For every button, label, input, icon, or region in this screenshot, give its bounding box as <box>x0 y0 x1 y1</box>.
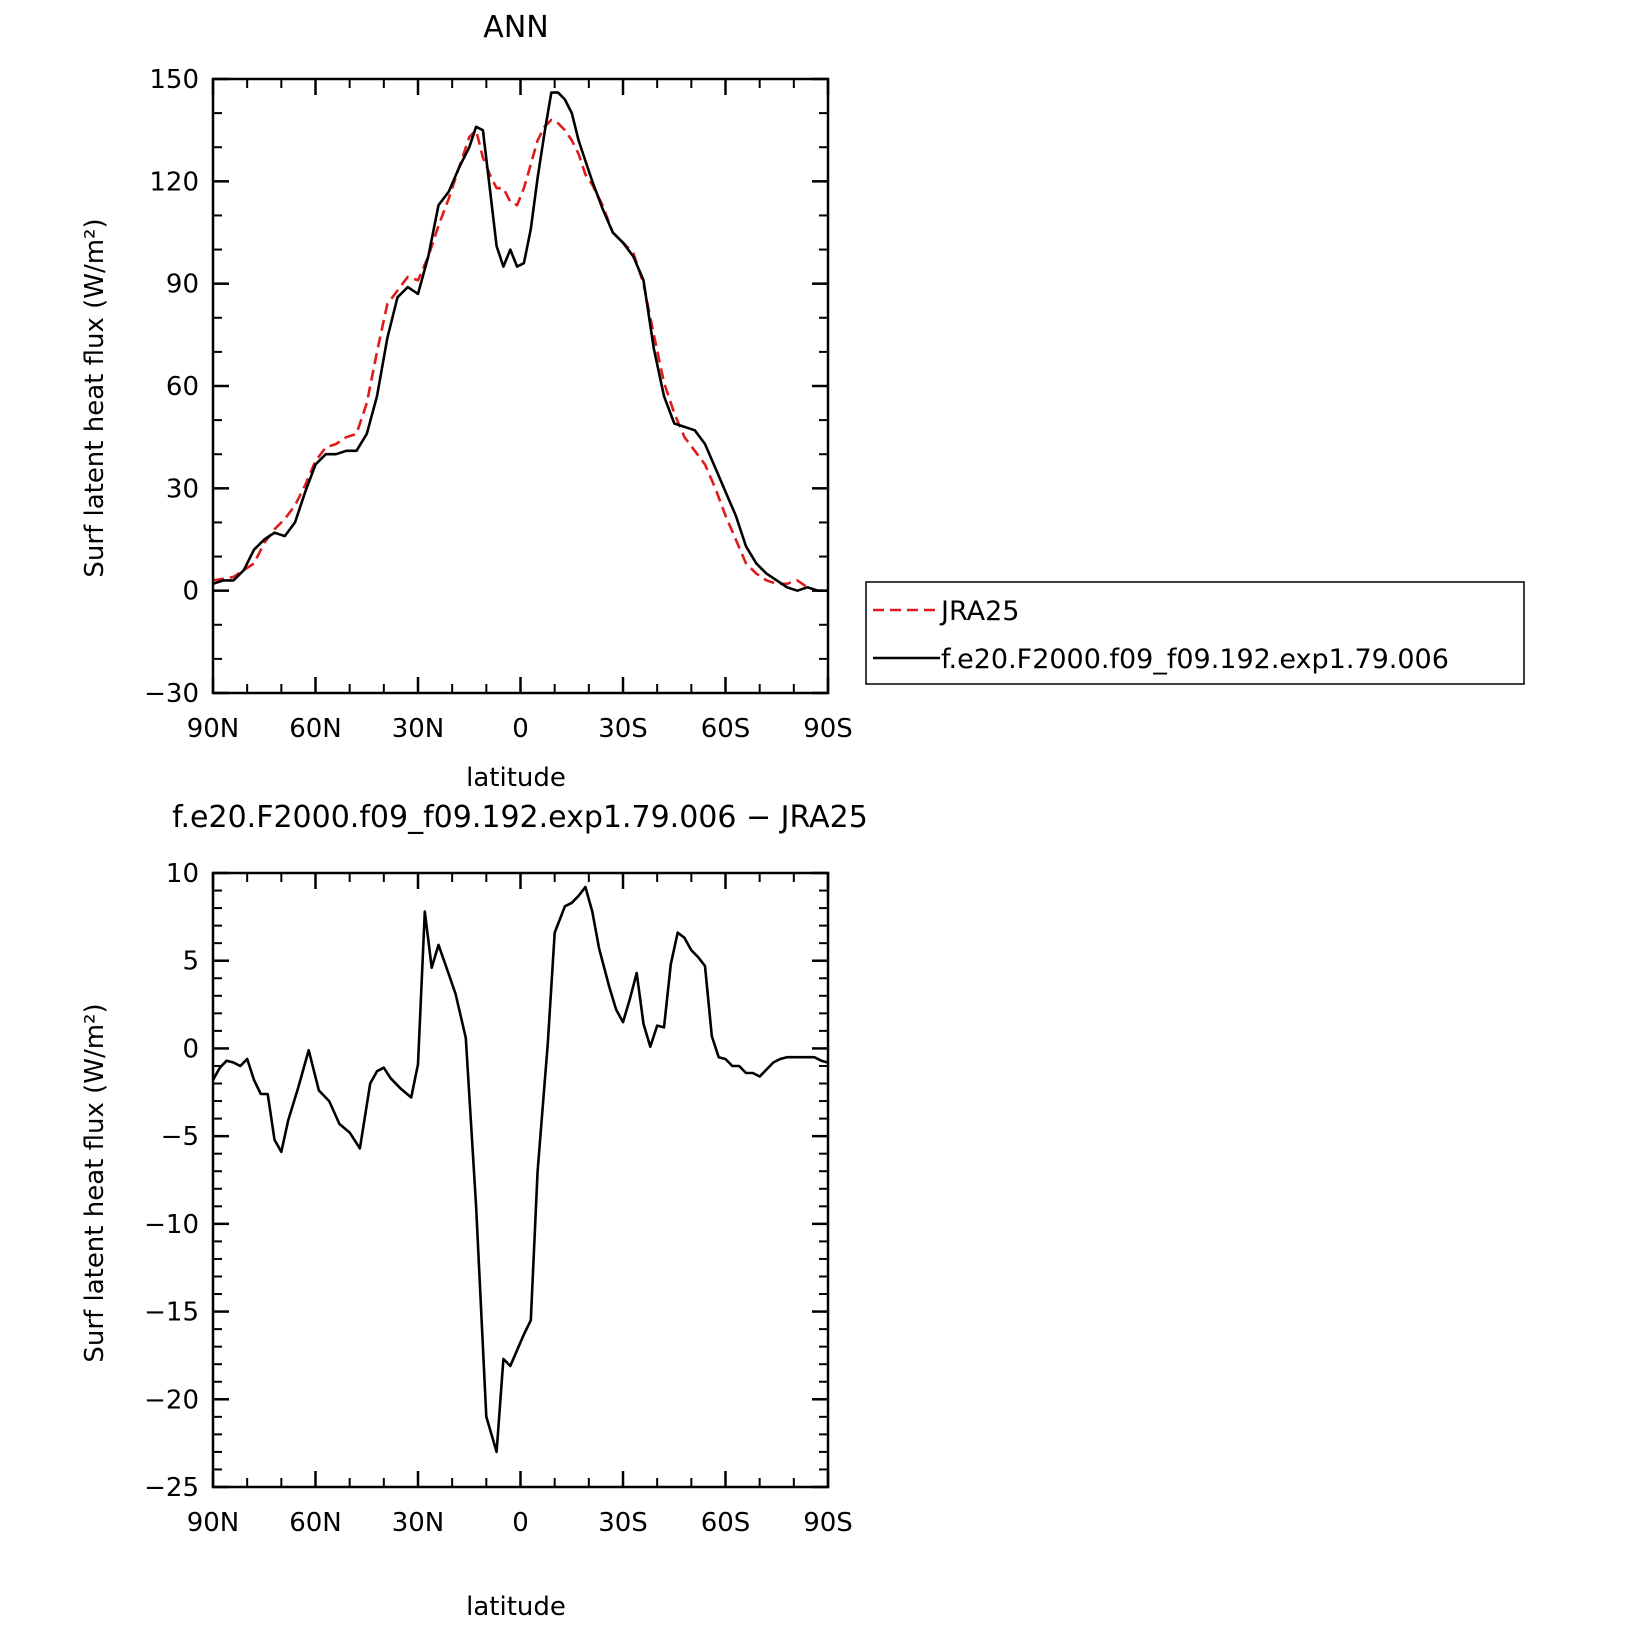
top-chart-series-jra25-line <box>212 118 828 593</box>
legend-label-jra25: JRA25 <box>939 596 1019 627</box>
bottom-chart: f.e20.F2000.f09_f09.192.exp1.79.006 − JR… <box>80 800 868 1622</box>
bottom-chart-xtick-label: 90S <box>803 1508 853 1538</box>
bottom-chart-xtick-label: 60S <box>701 1508 751 1538</box>
bottom-chart-ytick-label: 0 <box>182 1034 199 1064</box>
top-chart-y-axis-title: Surf latent heat flux (W/m²) <box>80 218 110 577</box>
bottom-chart-series-model-line <box>211 885 829 1454</box>
top-chart-xtick-label: 0 <box>512 714 529 744</box>
top-chart-xtick-label: 60N <box>289 714 342 744</box>
bottom-chart-ytick-label: 10 <box>166 859 199 889</box>
top-chart-ytick-label: 0 <box>182 577 199 607</box>
bottom-chart-ytick-label: −15 <box>144 1298 199 1328</box>
bottom-chart-xtick-label: 90N <box>187 1508 240 1538</box>
top-chart-series-model-line <box>212 91 828 593</box>
top-chart-x-axis-title: latitude <box>466 763 566 793</box>
bottom-chart-xtick-label: 60N <box>289 1508 342 1538</box>
top-chart-ytick-label: 150 <box>149 65 199 95</box>
top-chart-ticks: −30 0 30 60 90 120 150 90N 60N 30N 0 30S 60S 90S <box>144 65 853 744</box>
legend: JRA25 f.e20.F2000.f09_f09.192.exp1.79.00… <box>865 581 1525 685</box>
bottom-chart-xtick-label: 0 <box>512 1508 529 1538</box>
bottom-chart-ticks: −25 −20 −15 −10 −5 0 5 10 90N 60N 30N 0 30S 60S 90S <box>144 859 853 1538</box>
bottom-chart-ytick-label: 5 <box>182 947 199 977</box>
top-chart-series-layer <box>212 91 828 593</box>
top-chart-title: ANN <box>483 10 548 45</box>
bottom-chart-ytick-label: −10 <box>144 1210 199 1240</box>
bottom-chart-xtick-label: 30N <box>392 1508 445 1538</box>
bottom-chart-series-layer <box>211 885 829 1454</box>
bottom-chart-ytick-label: −5 <box>161 1122 199 1152</box>
bottom-chart-title: f.e20.F2000.f09_f09.192.exp1.79.006 − JR… <box>172 800 868 835</box>
top-chart-ytick-label: 120 <box>149 167 199 197</box>
legend-label-model: f.e20.F2000.f09_f09.192.exp1.79.006 <box>941 644 1449 675</box>
bottom-chart-ytick-label: −20 <box>144 1385 199 1415</box>
bottom-chart-xtick-label: 30S <box>598 1508 648 1538</box>
top-chart-xtick-label: 90N <box>187 714 240 744</box>
bottom-chart-y-axis-title: Surf latent heat flux (W/m²) <box>80 1003 110 1362</box>
bottom-chart-frame <box>211 871 830 1489</box>
top-chart-xtick-label: 90S <box>803 714 853 744</box>
top-chart-xtick-label: 60S <box>701 714 751 744</box>
top-chart: ANN Surf latent heat flux (W/m²) latitud… <box>80 10 853 793</box>
top-chart-ytick-label: 30 <box>166 474 199 504</box>
top-chart-ytick-label: 60 <box>166 372 199 402</box>
legend-box <box>865 581 1525 685</box>
top-chart-xtick-label: 30S <box>598 714 648 744</box>
top-chart-frame <box>211 77 830 695</box>
bottom-chart-x-axis-title: latitude <box>466 1592 566 1622</box>
top-chart-xtick-label: 30N <box>392 714 445 744</box>
top-chart-ytick-label: −30 <box>144 679 199 709</box>
top-chart-ytick-label: 90 <box>166 270 199 300</box>
bottom-chart-ytick-label: −25 <box>144 1473 199 1503</box>
